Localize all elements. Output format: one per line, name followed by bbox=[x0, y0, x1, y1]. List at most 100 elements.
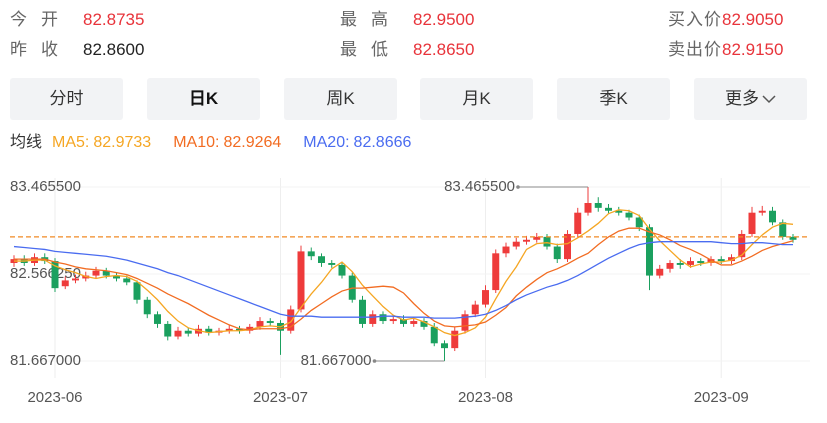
candle-body bbox=[256, 321, 264, 327]
label: 最高 bbox=[340, 10, 402, 29]
candle-body bbox=[646, 227, 653, 276]
candle-body bbox=[430, 326, 438, 344]
legend-value: 82.8666 bbox=[353, 134, 412, 151]
y-tick-label: 83.465500 bbox=[10, 178, 81, 195]
candle-body bbox=[246, 326, 254, 331]
candle-body bbox=[389, 319, 397, 322]
tab[interactable]: 更多 bbox=[694, 78, 807, 120]
candle-body bbox=[512, 241, 520, 247]
x-tick-label: 2023-07 bbox=[253, 389, 308, 406]
candle-body bbox=[123, 278, 131, 283]
candle-body bbox=[205, 328, 213, 333]
candle-body bbox=[400, 319, 407, 324]
candle-body bbox=[666, 262, 674, 269]
candle-body bbox=[502, 246, 510, 254]
legend-entry: MA20: 82.8666 bbox=[303, 134, 415, 151]
candle-body bbox=[143, 299, 151, 315]
candle-body bbox=[51, 261, 59, 289]
candle-body bbox=[92, 270, 100, 276]
candle-body bbox=[338, 264, 346, 276]
candle-body bbox=[451, 330, 459, 349]
ask-row: 卖出价82.9150 bbox=[668, 40, 783, 60]
annotation-label: 83.465500 bbox=[444, 178, 515, 195]
x-tick-label: 2023-09 bbox=[694, 389, 749, 406]
candle-body bbox=[687, 261, 694, 265]
legend: 均线 MA5: 82.9733 MA10: 82.9264 MA20: 82.8666 bbox=[10, 133, 433, 153]
tab[interactable]: 季K bbox=[557, 78, 670, 120]
candle-body bbox=[758, 210, 766, 213]
candle-body bbox=[625, 212, 633, 218]
candle-body bbox=[605, 207, 612, 211]
candle-body bbox=[523, 239, 530, 242]
value: 82.9500 bbox=[413, 10, 475, 29]
candle-body bbox=[594, 203, 602, 208]
legend-entry: MA10: 82.9264 bbox=[173, 134, 285, 151]
label: 买入价 bbox=[668, 10, 722, 29]
bid-row: 买入价82.9050 bbox=[668, 10, 783, 30]
chevron bbox=[762, 95, 776, 104]
legend-title: 均线 bbox=[10, 134, 43, 151]
candle-body bbox=[379, 314, 387, 322]
candle-body bbox=[287, 309, 295, 331]
y-tick-label: 81.667000 bbox=[10, 352, 81, 369]
open-row: 今开 82.8735 bbox=[10, 10, 144, 30]
candle-body bbox=[584, 203, 592, 213]
candle-body bbox=[656, 268, 664, 276]
legend-value: 82.9733 bbox=[93, 134, 152, 151]
candle-body bbox=[359, 299, 366, 324]
label: 最低 bbox=[340, 40, 402, 59]
value: 82.8600 bbox=[83, 40, 145, 59]
value: 82.8650 bbox=[413, 40, 475, 59]
candle-body bbox=[564, 233, 571, 260]
candle-body bbox=[482, 290, 489, 305]
value: 82.8735 bbox=[83, 10, 145, 29]
candle-body bbox=[615, 210, 623, 213]
candle-body bbox=[543, 236, 551, 247]
candle-body bbox=[769, 210, 776, 223]
label: 卖出价 bbox=[668, 40, 722, 59]
candle-body bbox=[635, 217, 643, 228]
candle-body bbox=[61, 280, 69, 287]
y-tick-label: 82.566250 bbox=[10, 265, 81, 282]
candle-body bbox=[328, 262, 336, 265]
candle-body bbox=[471, 304, 479, 315]
candle-body bbox=[728, 257, 735, 262]
candle-body bbox=[236, 328, 243, 331]
candle-body bbox=[184, 330, 192, 334]
candle-body bbox=[717, 259, 725, 262]
label: 昨收 bbox=[10, 40, 72, 59]
candle-body bbox=[102, 270, 110, 276]
candle-body bbox=[748, 212, 756, 234]
candle-body bbox=[553, 246, 561, 260]
candle-body bbox=[154, 314, 161, 324]
x-tick-label: 2023-06 bbox=[27, 389, 82, 406]
legend-entry: MA5: 82.9733 bbox=[52, 134, 155, 151]
candle-body bbox=[461, 314, 469, 331]
candle-body bbox=[697, 261, 705, 263]
candle-body bbox=[369, 314, 377, 324]
low-row: 最低 82.8650 bbox=[340, 40, 474, 60]
candle-body bbox=[174, 330, 182, 337]
candle-body bbox=[410, 321, 418, 324]
candle-body bbox=[676, 262, 684, 265]
annotation-dot bbox=[516, 185, 520, 189]
candle-body bbox=[164, 323, 172, 337]
label: 今开 bbox=[10, 10, 72, 29]
tab[interactable]: 分时 bbox=[10, 78, 123, 120]
ma-line bbox=[13, 241, 793, 319]
candle-body bbox=[574, 212, 582, 234]
candle-body bbox=[707, 259, 715, 263]
legend-name: MA5: bbox=[52, 134, 90, 151]
tab[interactable]: 周K bbox=[284, 78, 397, 120]
tab[interactable]: 月K bbox=[420, 78, 533, 120]
ma-line bbox=[14, 227, 794, 331]
tab[interactable]: 日K bbox=[147, 78, 260, 120]
candle-body bbox=[789, 236, 797, 240]
candle-body bbox=[133, 282, 141, 300]
candle-body bbox=[420, 321, 428, 327]
legend-name: MA10: bbox=[173, 134, 220, 151]
candle-body bbox=[779, 222, 787, 237]
candle-body bbox=[441, 343, 448, 349]
